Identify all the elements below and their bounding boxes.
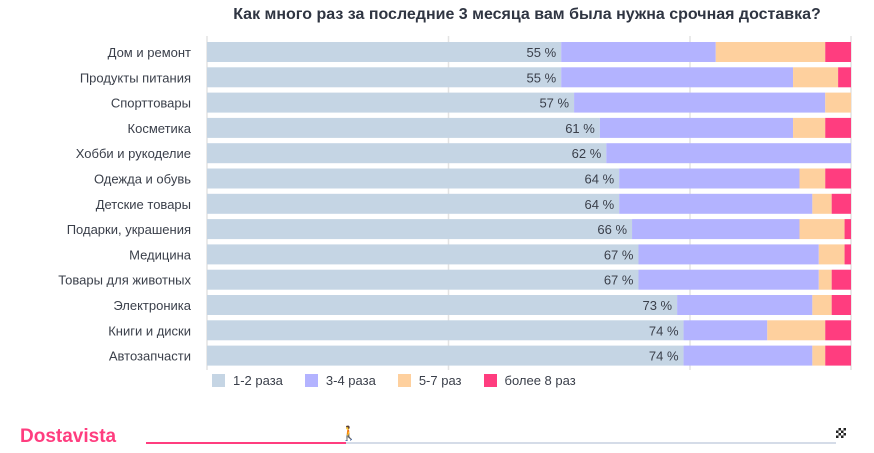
legend-label: 3-4 раза	[325, 373, 376, 388]
bar-segment-2	[606, 143, 851, 164]
chart-title: Как много раз за последние 3 месяца вам …	[233, 6, 821, 23]
bar-segment-2	[638, 244, 819, 265]
data-label: 74 %	[649, 323, 679, 338]
legend-item: 5-7 раз	[397, 373, 462, 388]
category-label: Хобби и рукоделие	[76, 146, 191, 161]
category-label: Косметика	[128, 121, 192, 136]
bar-segment-2	[619, 168, 800, 189]
bar-segment-3	[818, 244, 845, 265]
category-label: Спорттовары	[111, 96, 191, 111]
bar-segment-1	[207, 42, 562, 62]
data-label: 57 %	[539, 96, 569, 111]
legend-swatch	[483, 374, 497, 387]
bar-segment-1	[207, 320, 684, 341]
bar-segment-2	[677, 295, 813, 315]
bar-segment-4	[844, 219, 851, 240]
bar-segment-1	[207, 193, 620, 214]
finish-flag-icon	[836, 428, 846, 438]
bar-segment-4	[844, 244, 851, 265]
bar-segment-3	[812, 345, 826, 366]
bar-segment-1	[207, 143, 607, 164]
legend-swatch	[397, 374, 411, 387]
bar-segment-4	[838, 67, 851, 88]
bar-segment-1	[207, 168, 620, 189]
data-label: 62 %	[572, 146, 602, 161]
category-label: Автозапчасти	[109, 349, 191, 364]
category-label: Дом и ремонт	[108, 45, 191, 60]
bar-segment-2	[638, 269, 819, 290]
bar-segment-1	[207, 295, 678, 315]
bar-segment-3	[812, 193, 832, 214]
bar-segment-3	[767, 320, 826, 341]
bar-segment-2	[683, 320, 768, 341]
bar-segment-2	[619, 193, 813, 214]
bar-segment-2	[632, 219, 800, 240]
legend-label: более 8 раз	[504, 373, 576, 388]
bar-segment-1	[207, 219, 633, 240]
bar-segment-3	[793, 117, 826, 138]
bar-segment-1	[207, 269, 639, 290]
bar-segment-3	[825, 92, 851, 113]
data-label: 64 %	[585, 172, 615, 187]
legend-label: 5-7 раз	[418, 373, 462, 388]
bar-segment-4	[825, 117, 851, 138]
legend-label: 1-2 раза	[233, 373, 283, 388]
legend: 1-2 раза 3-4 раза 5-7 раз более 8 раз	[212, 373, 576, 388]
bar-segment-3	[812, 295, 832, 315]
bar-segment-1	[207, 244, 639, 265]
progress-fill	[146, 442, 347, 444]
category-label: Подарки, украшения	[67, 222, 191, 237]
category-label: Электроника	[113, 298, 191, 313]
data-label: 74 %	[649, 349, 679, 364]
bar-segment-1	[207, 67, 562, 88]
bar-segment-3	[818, 269, 832, 290]
bar-segment-3	[799, 168, 826, 189]
data-label: 73 %	[642, 298, 672, 313]
bar-segment-1	[207, 92, 575, 113]
bar-segment-2	[574, 92, 826, 113]
bar-segment-3	[793, 67, 839, 88]
progress-track	[146, 442, 836, 444]
bar-segment-4	[831, 295, 851, 315]
bar-segment-2	[561, 42, 716, 62]
bar-segment-2	[599, 117, 794, 138]
category-label: Продукты питания	[80, 70, 191, 85]
data-label: 66 %	[597, 222, 627, 237]
courier-icon: 🚶	[340, 425, 358, 441]
bar-segment-4	[825, 345, 851, 366]
category-label: Товары для животных	[58, 273, 191, 288]
data-label: 55 %	[527, 70, 557, 85]
brand-logo: Dostavista	[20, 426, 117, 447]
data-label: 67 %	[604, 273, 634, 288]
legend-swatch	[212, 374, 225, 387]
data-label: 55 %	[527, 45, 557, 60]
bar-segment-2	[683, 345, 813, 366]
bar-segment-1	[207, 117, 600, 138]
legend-swatch	[304, 374, 318, 387]
bar-segment-4	[825, 168, 851, 189]
bar-segment-4	[825, 320, 851, 341]
bar-segment-4	[825, 42, 851, 62]
data-label: 61 %	[565, 121, 595, 136]
bar-chart: Дом и ремонт 55 % Продукты питания 55 % Спор…	[58, 36, 852, 370]
category-label: Книги и диски	[108, 323, 191, 338]
legend-item: 3-4 раза	[304, 373, 376, 388]
legend-item: более 8 раз	[483, 373, 576, 388]
bar-segment-1	[207, 345, 684, 366]
data-label: 67 %	[604, 247, 634, 262]
bar-segment-3	[799, 219, 845, 240]
bar-segment-3	[715, 42, 826, 62]
bar-segment-4	[831, 193, 851, 214]
bar-segment-4	[831, 269, 851, 290]
category-label: Одежда и обувь	[94, 172, 191, 187]
category-label: Детские товары	[96, 197, 191, 212]
legend-item: 1-2 раза	[212, 373, 283, 388]
data-label: 64 %	[585, 197, 615, 212]
category-label: Медицина	[129, 247, 192, 262]
bar-segment-2	[561, 67, 794, 88]
